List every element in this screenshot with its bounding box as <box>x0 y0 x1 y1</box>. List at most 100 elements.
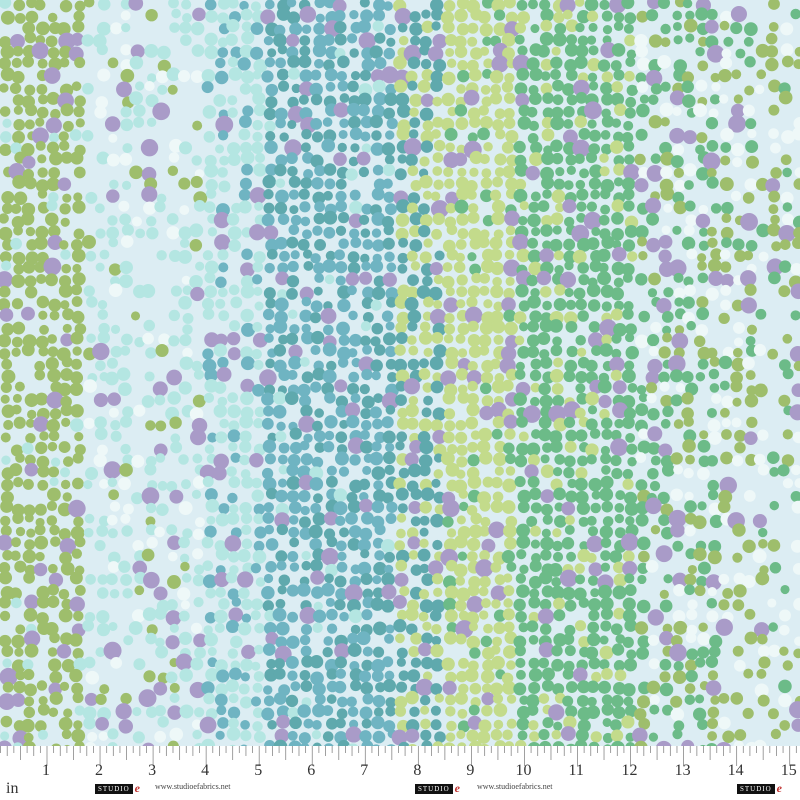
dot <box>685 214 698 227</box>
dot <box>574 563 585 574</box>
dot <box>624 12 637 25</box>
dot <box>720 273 735 288</box>
dot <box>588 143 601 155</box>
dot <box>758 539 768 549</box>
dot <box>585 646 599 660</box>
dot <box>684 683 696 694</box>
dot <box>584 101 602 120</box>
dot <box>686 248 698 260</box>
dot <box>250 1 261 12</box>
dot <box>550 344 563 357</box>
dot <box>563 715 577 730</box>
dot <box>309 466 324 481</box>
dot <box>563 238 576 251</box>
dot <box>36 680 48 691</box>
dot <box>576 188 589 201</box>
dot <box>431 599 445 614</box>
dot <box>299 107 313 121</box>
dot <box>94 106 107 119</box>
dot <box>251 489 265 503</box>
dot <box>527 0 538 10</box>
dot <box>45 212 59 227</box>
dot <box>442 391 456 405</box>
dot <box>626 84 638 97</box>
dot <box>645 370 660 385</box>
dot <box>361 511 374 525</box>
dot <box>381 416 394 429</box>
dot <box>192 453 203 464</box>
dot <box>385 130 395 140</box>
dot <box>660 81 671 92</box>
dot <box>155 420 167 432</box>
dot <box>540 224 553 237</box>
dot <box>611 199 625 213</box>
dot <box>262 477 277 491</box>
dot <box>587 696 597 707</box>
dot <box>205 179 218 192</box>
dot <box>384 564 394 574</box>
dot <box>645 69 663 87</box>
dot <box>586 283 601 298</box>
dot <box>311 719 322 730</box>
dot <box>647 609 664 626</box>
dot <box>695 79 708 92</box>
dot <box>625 96 637 108</box>
dot <box>464 668 479 683</box>
dot <box>586 35 597 45</box>
dot <box>505 177 519 191</box>
dot <box>600 445 611 456</box>
dot <box>97 300 108 310</box>
dot <box>562 668 574 680</box>
dot <box>204 332 220 348</box>
dot <box>454 45 468 58</box>
dot <box>660 186 675 201</box>
dot <box>230 452 241 463</box>
dot <box>481 704 493 717</box>
dot <box>394 705 407 717</box>
dot <box>31 42 49 60</box>
dot <box>286 490 300 503</box>
dot <box>370 336 381 347</box>
dot <box>469 150 483 165</box>
dot <box>85 670 100 685</box>
dot <box>95 228 106 239</box>
dot <box>169 692 180 703</box>
dot <box>539 248 554 263</box>
dot <box>287 96 299 109</box>
dot <box>506 718 517 729</box>
dot <box>334 249 345 261</box>
dot <box>698 240 710 251</box>
dot <box>344 584 363 603</box>
dot <box>734 729 747 742</box>
dot <box>349 454 361 466</box>
dot <box>730 6 747 23</box>
dot <box>24 275 37 288</box>
dot <box>373 393 384 404</box>
dot <box>408 550 419 560</box>
dot <box>62 193 72 203</box>
dot <box>613 21 624 31</box>
dot <box>661 463 675 477</box>
dot <box>50 457 61 467</box>
dot <box>673 419 684 429</box>
dot <box>239 177 252 190</box>
dot <box>576 10 591 24</box>
dot <box>74 95 86 107</box>
dot <box>61 263 72 274</box>
dot <box>47 334 57 344</box>
dot <box>394 344 406 356</box>
dot <box>241 163 253 176</box>
dot <box>62 323 72 333</box>
dot <box>322 441 335 453</box>
dot <box>300 453 314 466</box>
dot <box>96 444 108 456</box>
dot <box>742 104 755 117</box>
dot <box>711 82 721 92</box>
dot <box>730 692 744 705</box>
dot <box>33 562 48 577</box>
brand-url: www.studioefabrics.net <box>477 782 553 791</box>
dot <box>423 347 433 358</box>
dot <box>407 669 421 683</box>
dot <box>240 469 251 479</box>
dot <box>529 588 540 599</box>
